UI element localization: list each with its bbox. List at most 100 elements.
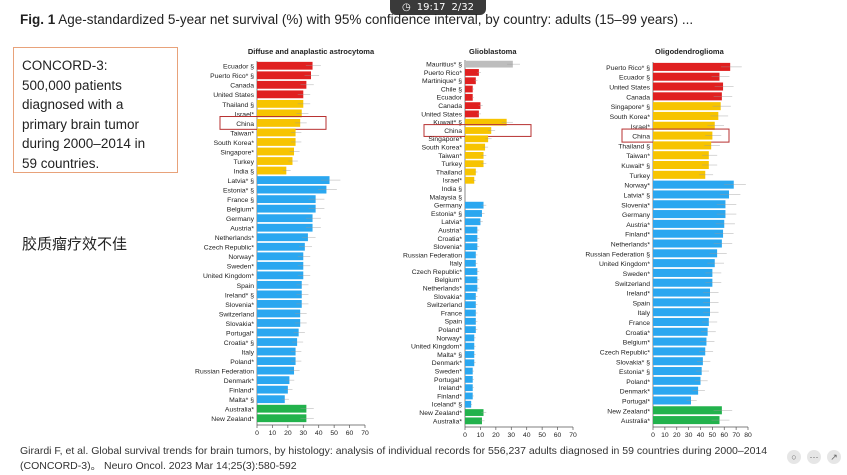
data-bar — [465, 210, 482, 217]
data-bar — [257, 195, 316, 204]
category-label: Singapore* — [428, 136, 462, 143]
category-label: Germany — [622, 212, 651, 219]
category-label: Slovakia* — [226, 321, 255, 328]
x-tick-label: 70 — [732, 432, 740, 439]
data-bar — [653, 357, 703, 366]
data-bar — [653, 298, 710, 307]
category-label: Israel* — [235, 111, 255, 118]
category-label: Malaysia § — [430, 194, 463, 201]
category-label: Russian Federation § — [585, 251, 650, 258]
category-label: Croatia* — [625, 330, 650, 337]
x-tick-label: 30 — [508, 432, 516, 439]
category-label: France § — [227, 197, 254, 204]
data-bar — [465, 110, 479, 118]
category-label: Estonia* § — [431, 211, 462, 218]
data-bar — [653, 170, 706, 179]
data-bar — [653, 327, 708, 336]
x-tick-label: 70 — [361, 430, 369, 437]
data-bar — [465, 168, 476, 176]
category-label: Finland* — [625, 232, 650, 239]
data-bar — [653, 249, 718, 258]
data-bar — [257, 280, 302, 289]
data-bar — [653, 239, 722, 248]
data-bar — [257, 166, 287, 175]
data-bar — [257, 223, 313, 232]
category-label: Belgium* — [623, 340, 651, 347]
category-label: Italy — [242, 349, 255, 356]
category-label: Netherlands* — [423, 286, 463, 293]
x-tick-label: 80 — [744, 432, 752, 439]
data-bar — [465, 143, 486, 151]
data-bar — [653, 386, 699, 395]
category-label: Austria* — [230, 226, 254, 233]
category-label: Sweden* — [435, 368, 463, 375]
data-bar — [653, 141, 712, 150]
category-label: Netherlands* — [611, 242, 651, 249]
data-bar — [257, 214, 313, 223]
concord-callout-box: CONCORD-3: 500,000 patients diagnosed wi… — [13, 47, 178, 173]
data-bar — [257, 242, 305, 251]
x-tick-label: 50 — [538, 432, 546, 439]
data-bar — [465, 259, 476, 267]
data-bar — [257, 176, 330, 184]
menu-icon[interactable]: ⋯ — [807, 450, 821, 464]
category-label: China — [632, 134, 650, 141]
status-bar: ◷ 19:17 2/32 — [390, 0, 486, 15]
data-bar — [257, 233, 308, 242]
data-bar — [257, 119, 301, 127]
category-label: Germany — [434, 203, 463, 210]
zoom-icon[interactable]: ○ — [787, 450, 801, 464]
category-label: Austria* — [626, 222, 650, 229]
data-bar — [465, 334, 475, 342]
category-label: Canada — [438, 103, 462, 110]
category-label: Norway* — [624, 183, 650, 190]
data-bar — [653, 62, 731, 71]
category-label: Switzerland — [615, 281, 650, 288]
category-label: Poland* — [230, 359, 254, 366]
data-bar — [257, 109, 302, 118]
data-bar — [465, 351, 475, 358]
data-bar — [465, 160, 484, 168]
category-label: Puerto Rico* — [424, 70, 463, 77]
figure-title: Fig. 1 Age-standardized 5-year net survi… — [20, 12, 693, 27]
category-label: Spain — [237, 283, 255, 290]
category-label: Switzerland — [427, 302, 462, 309]
category-label: Czech Republic* — [204, 245, 255, 252]
viewer-toolbar: ○ ⋯ ↗ — [787, 450, 841, 464]
category-label: Italy — [450, 261, 463, 268]
data-bar — [653, 82, 724, 91]
x-tick-label: 40 — [523, 432, 531, 439]
data-bar — [653, 268, 713, 277]
data-bar — [653, 416, 720, 425]
data-bar — [257, 61, 313, 70]
callout-line: during 2000–2014 in — [22, 136, 146, 151]
x-tick-label: 40 — [697, 432, 705, 439]
category-label: Croatia* — [437, 236, 462, 243]
category-label: Martinique* § — [422, 78, 462, 85]
category-label: Australia* — [433, 418, 462, 425]
x-tick-label: 70 — [569, 432, 577, 439]
category-label: China — [236, 121, 254, 128]
category-label: Malta* § — [437, 352, 462, 359]
data-bar — [257, 366, 295, 375]
category-label: Malta* § — [229, 397, 254, 404]
x-tick-label: 30 — [300, 430, 308, 437]
data-bar — [257, 99, 304, 108]
category-label: Germany — [226, 216, 255, 223]
category-label: Denmark* — [620, 389, 651, 396]
x-tick-label: 0 — [463, 432, 467, 439]
data-bar — [257, 290, 302, 299]
x-tick-label: 20 — [284, 430, 292, 437]
category-label: India § — [442, 186, 463, 193]
panel-title: Diffuse and anaplastic astrocytoma — [248, 47, 375, 56]
category-label: Chile § — [441, 86, 462, 93]
data-bar — [465, 284, 478, 292]
x-tick-label: 20 — [492, 432, 500, 439]
category-label: Canada — [230, 83, 254, 90]
data-bar — [653, 190, 729, 199]
category-label: Slovenia* — [225, 302, 254, 309]
category-label: Denmark* — [224, 378, 255, 385]
category-label: Slovenia* — [433, 244, 462, 251]
expand-icon[interactable]: ↗ — [827, 450, 841, 464]
data-bar — [653, 406, 722, 415]
